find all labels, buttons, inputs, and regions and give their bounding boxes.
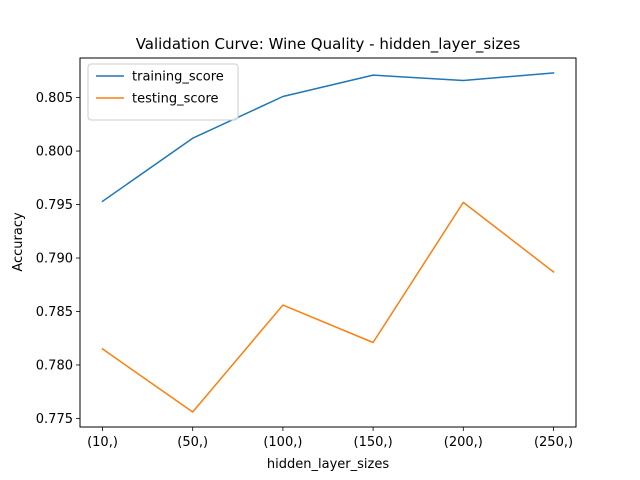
y-tick-label: 0.800 bbox=[36, 145, 73, 160]
x-axis: (10,) (50,) (100,) (150,) (200,) (250,) bbox=[87, 427, 573, 450]
y-tick-label: 0.795 bbox=[36, 198, 73, 213]
axes-frame bbox=[79, 57, 577, 428]
x-tick-label: (200,) bbox=[444, 435, 483, 450]
x-tick-label: (10,) bbox=[87, 435, 118, 450]
x-tick-label: (50,) bbox=[177, 435, 208, 450]
x-tick-label: (150,) bbox=[354, 435, 393, 450]
series-line-training-score bbox=[101, 72, 555, 203]
y-tick-label: 0.780 bbox=[36, 358, 73, 373]
x-tick-label: (250,) bbox=[534, 435, 573, 450]
y-axis: 0.775 0.780 0.785 0.790 0.795 0.800 0.805 bbox=[36, 91, 80, 427]
plot-area bbox=[101, 72, 555, 413]
legend: training_score testing_score bbox=[87, 63, 239, 121]
y-tick-label: 0.785 bbox=[36, 305, 73, 320]
legend-label-training-score: training_score bbox=[132, 70, 224, 85]
series-line-testing-score bbox=[101, 201, 555, 413]
y-tick-label: 0.805 bbox=[36, 91, 73, 106]
y-axis-label: Accuracy bbox=[11, 212, 26, 272]
y-tick-label: 0.790 bbox=[36, 252, 73, 267]
legend-label-testing-score: testing_score bbox=[132, 92, 219, 107]
x-tick-label: (100,) bbox=[263, 435, 302, 450]
x-axis-label: hidden_layer_sizes bbox=[267, 457, 389, 472]
legend-box bbox=[87, 63, 239, 121]
y-tick-label: 0.775 bbox=[36, 412, 73, 427]
chart-title: Validation Curve: Wine Quality - hidden_… bbox=[136, 35, 521, 54]
